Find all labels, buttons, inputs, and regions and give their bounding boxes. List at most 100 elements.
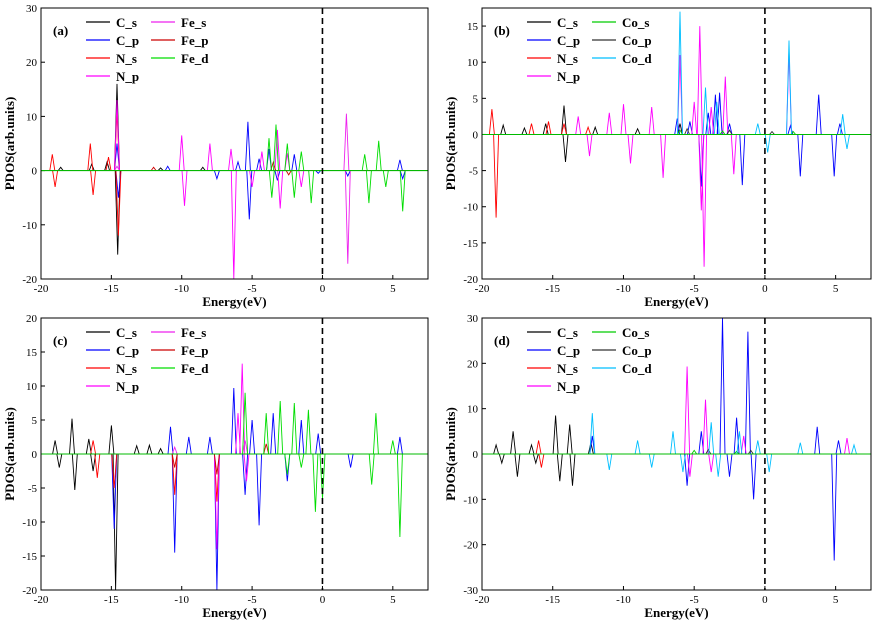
legend-label: N_p — [116, 69, 139, 84]
legend-label: N_s — [557, 361, 578, 376]
legend-label: C_s — [557, 15, 578, 30]
legend-label: N_s — [116, 361, 137, 376]
x-tick-label: -20 — [34, 283, 49, 295]
series-line-n-s — [41, 440, 428, 502]
series-line-n-s — [41, 110, 428, 236]
y-tick-label: 15 — [467, 21, 479, 33]
legend-label: C_s — [116, 15, 137, 30]
series-line-c-p — [482, 318, 871, 561]
plot-frame — [481, 7, 872, 280]
legend-label: N_s — [116, 51, 137, 66]
y-tick-label: -15 — [463, 238, 478, 250]
y-tick-label: -10 — [22, 220, 37, 232]
legend-label: N_p — [116, 379, 139, 394]
legend-label: Co_d — [622, 51, 652, 66]
legend-label: Co_s — [622, 15, 649, 30]
legend-label: C_s — [557, 325, 578, 340]
x-tick-label: 5 — [833, 283, 839, 295]
y-tick-label: 15 — [26, 347, 38, 359]
y-tick-label: 0 — [473, 449, 479, 461]
x-tick-label: 0 — [320, 594, 326, 606]
series-line-fe-s — [41, 440, 428, 455]
plot-area — [41, 83, 428, 279]
series-line-c-s — [482, 105, 871, 162]
plot-area — [482, 318, 871, 561]
y-tick-label: -10 — [463, 494, 478, 506]
plot-frame — [481, 317, 872, 591]
series-line-co-d — [482, 11, 871, 153]
series-line-co-s — [482, 129, 871, 135]
series-line-fe-p — [41, 160, 428, 176]
legend-label: C_p — [557, 33, 580, 48]
x-tick-label: 5 — [390, 283, 396, 295]
series-line-co-d — [482, 413, 871, 477]
panel-a: -20 -15 -10 -5 0 5 -20 -10 0 10 20 30 (a) C_s C_p N_s N_… — [2, 3, 429, 309]
x-tick-label: -5 — [248, 594, 258, 606]
plot-frame — [40, 317, 429, 591]
legend-label: Co_p — [622, 33, 652, 48]
x-tick-label: -10 — [616, 283, 631, 295]
legend-label: N_p — [557, 69, 580, 84]
x-tick-label: -20 — [475, 594, 490, 606]
y-tick-label: -5 — [469, 166, 479, 178]
y-axis-label: PDOS(arb.units) — [2, 97, 17, 191]
x-tick-label: -15 — [104, 594, 119, 606]
y-tick-label: 10 — [467, 57, 479, 69]
x-tick-label: -15 — [104, 283, 119, 295]
y-tick-label: 20 — [467, 358, 479, 370]
y-tick-label: 10 — [467, 404, 479, 416]
x-tick-label: -20 — [475, 283, 490, 295]
series-line-fe-d — [41, 124, 428, 212]
legend-label: C_s — [116, 325, 137, 340]
y-tick-label: -5 — [28, 483, 38, 495]
y-tick-label: -20 — [463, 540, 478, 552]
x-tick-label: 0 — [762, 283, 768, 295]
legend-label: Fe_s — [181, 325, 206, 340]
series-line-c-p — [41, 387, 428, 590]
x-tick-label: -15 — [545, 283, 560, 295]
y-tick-label: -10 — [463, 202, 478, 214]
y-tick-label: -20 — [463, 274, 478, 286]
legend-label: N_p — [557, 379, 580, 394]
y-tick-label: 0 — [32, 166, 38, 178]
panel-label: (b) — [494, 23, 510, 38]
legend-label: Co_d — [622, 361, 652, 376]
series-line-c-p — [482, 92, 871, 187]
y-tick-label: 30 — [467, 313, 479, 325]
y-tick-label: -20 — [22, 274, 37, 286]
legend-label: Fe_d — [181, 361, 209, 376]
y-tick-label: -20 — [22, 585, 37, 597]
legend-label: N_s — [557, 51, 578, 66]
series-line-c-s — [482, 415, 871, 486]
x-tick-label: -15 — [545, 594, 560, 606]
series-line-c-s — [41, 83, 428, 255]
y-tick-label: -30 — [463, 585, 478, 597]
y-tick-label: 20 — [26, 57, 38, 69]
y-tick-label: 20 — [26, 313, 38, 325]
y-tick-label: 30 — [26, 3, 38, 15]
x-axis-label: Energy(eV) — [644, 294, 708, 309]
x-tick-label: -5 — [248, 283, 258, 295]
panel-label: (d) — [494, 333, 510, 348]
x-axis-label: Energy(eV) — [202, 294, 266, 309]
x-tick-label: 5 — [833, 594, 839, 606]
plot-area — [482, 11, 871, 267]
series-line-n-p — [41, 363, 428, 550]
series-line-fe-p — [41, 443, 428, 475]
y-tick-label: -10 — [22, 517, 37, 529]
x-tick-label: -5 — [690, 594, 700, 606]
x-axis-label: Energy(eV) — [644, 605, 708, 620]
y-tick-label: 0 — [32, 449, 38, 461]
legend-label: C_p — [116, 33, 139, 48]
series-line-n-p — [482, 26, 871, 267]
series-line-fe-s — [41, 113, 428, 264]
series-line-co-p — [482, 127, 871, 135]
plot-frame — [40, 7, 429, 280]
y-axis-label: PDOS(arb.units) — [443, 97, 458, 191]
x-tick-label: -5 — [690, 283, 700, 295]
y-axis-label: PDOS(arb.units) — [2, 407, 17, 501]
legend-label: C_p — [116, 343, 139, 358]
y-tick-label: 0 — [473, 129, 479, 141]
legend-label: Fe_p — [181, 343, 208, 358]
